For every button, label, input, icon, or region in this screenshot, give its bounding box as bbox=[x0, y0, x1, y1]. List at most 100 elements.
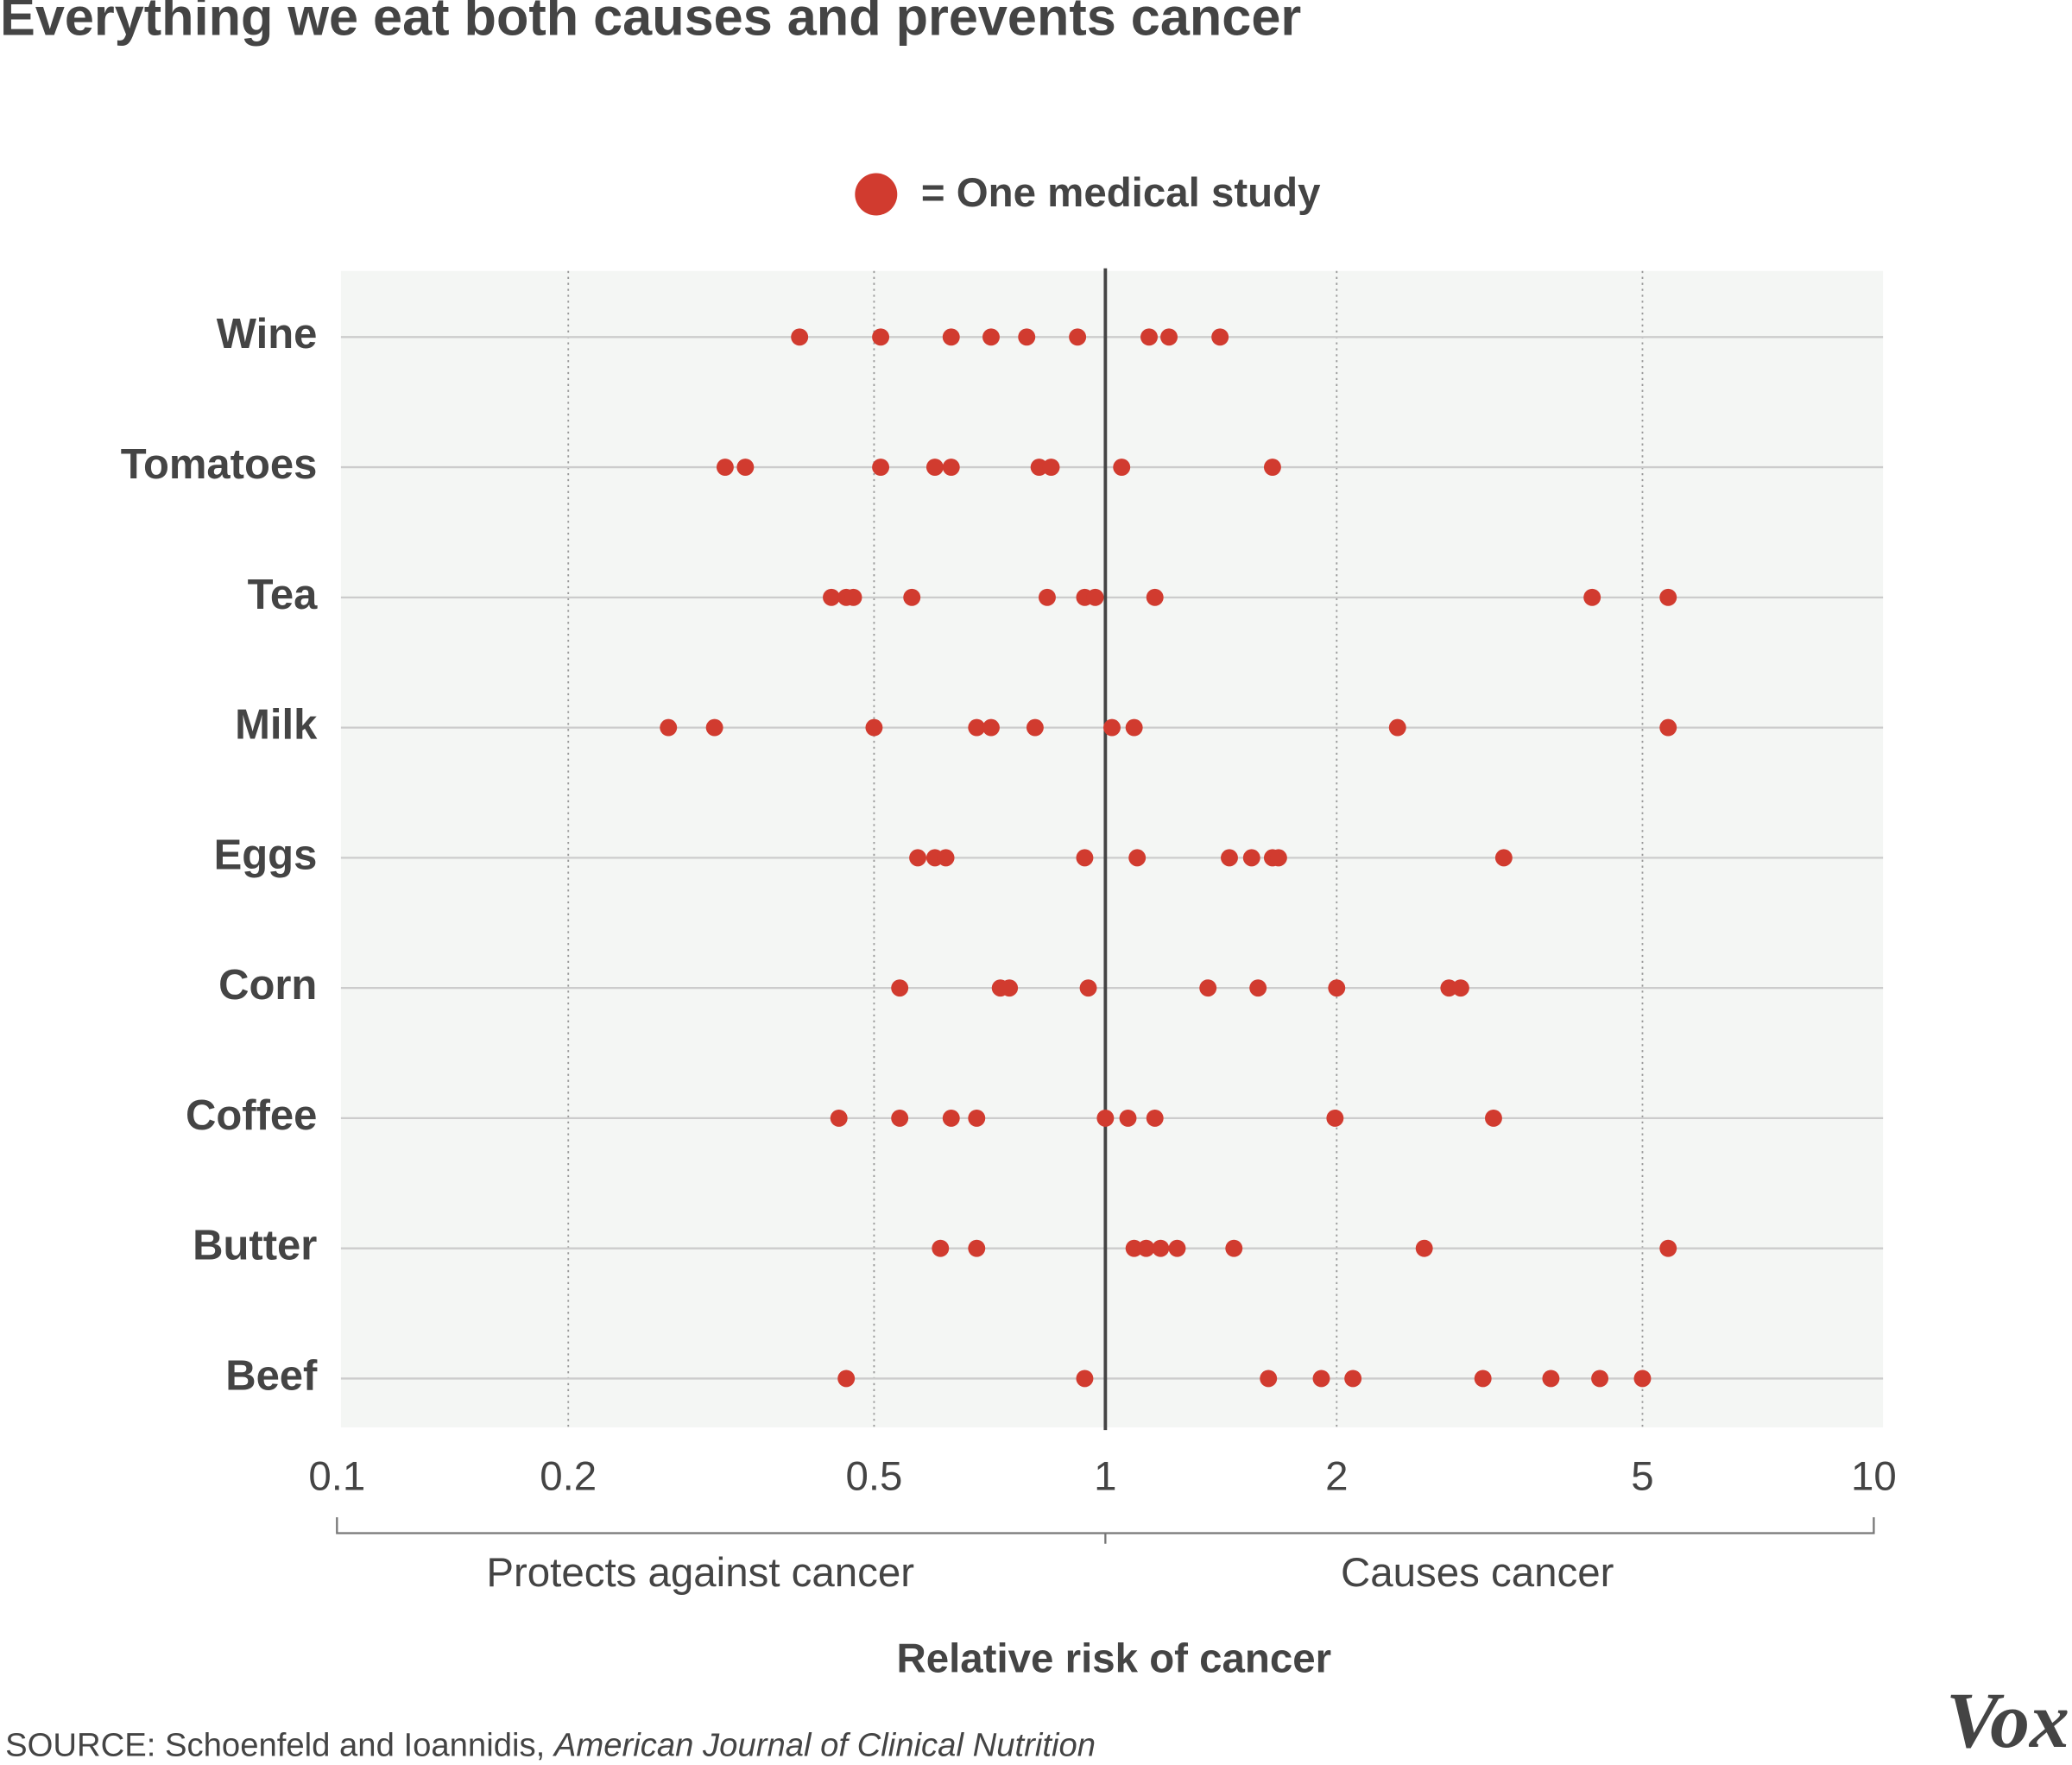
study-dot bbox=[1494, 849, 1513, 867]
study-dot bbox=[1415, 1239, 1433, 1257]
study-dot bbox=[968, 1239, 986, 1257]
x-tick-label: 0.5 bbox=[845, 1453, 902, 1499]
study-dot bbox=[1591, 1370, 1609, 1388]
study-dot bbox=[1103, 718, 1121, 737]
y-tick-label: Wine bbox=[217, 311, 318, 357]
study-dot bbox=[968, 718, 986, 737]
study-dot bbox=[1485, 1109, 1502, 1127]
x-tick-label: 1 bbox=[1094, 1453, 1116, 1499]
study-dot bbox=[942, 1109, 960, 1127]
x-axis-label: Relative risk of cancer bbox=[896, 1636, 1331, 1682]
study-dot bbox=[982, 718, 1000, 737]
study-dot bbox=[1211, 328, 1229, 346]
study-dot bbox=[1168, 1239, 1186, 1257]
study-dot bbox=[942, 328, 960, 346]
study-dot bbox=[1221, 849, 1238, 867]
study-dot bbox=[660, 718, 678, 737]
x-tick-label: 5 bbox=[1631, 1453, 1653, 1499]
study-dot bbox=[1026, 718, 1044, 737]
study-dot bbox=[716, 459, 734, 477]
study-dot bbox=[1076, 1370, 1094, 1388]
study-dot bbox=[1146, 1109, 1164, 1127]
study-dot bbox=[1146, 588, 1164, 606]
study-dot bbox=[1128, 849, 1147, 867]
study-dot bbox=[1039, 588, 1056, 606]
study-dot bbox=[1125, 718, 1143, 737]
study-dot bbox=[1069, 328, 1087, 346]
legend-swatch bbox=[855, 173, 898, 216]
y-tick-label: Tomatoes bbox=[121, 441, 318, 488]
legend-label: = One medical study bbox=[921, 170, 1321, 216]
study-dot bbox=[1542, 1370, 1560, 1388]
study-dot bbox=[1225, 1239, 1243, 1257]
study-dot bbox=[1018, 328, 1036, 346]
study-dot bbox=[791, 328, 809, 346]
study-dot bbox=[705, 718, 723, 737]
study-dot bbox=[903, 588, 921, 606]
study-dot bbox=[1451, 979, 1469, 997]
y-tick-label: Eggs bbox=[214, 832, 318, 878]
study-dot bbox=[1249, 979, 1267, 997]
y-tick-label: Beef bbox=[225, 1352, 318, 1399]
study-dot bbox=[1633, 1370, 1652, 1388]
study-dot bbox=[1583, 588, 1601, 606]
study-dot bbox=[872, 459, 890, 477]
annotation-right: Causes cancer bbox=[1341, 1550, 1614, 1596]
study-dot bbox=[1137, 1239, 1155, 1257]
study-dot bbox=[1659, 718, 1677, 737]
study-dot bbox=[865, 718, 883, 737]
y-tick-label: Tea bbox=[248, 572, 319, 618]
study-dot bbox=[937, 849, 955, 867]
study-dot bbox=[1125, 1239, 1143, 1257]
study-dot bbox=[932, 1239, 950, 1257]
x-tick-label: 10 bbox=[1851, 1453, 1897, 1499]
study-dot bbox=[968, 1109, 986, 1127]
range-bracket bbox=[336, 1517, 1875, 1544]
chart-title: Everything we eat both causes and preven… bbox=[0, 0, 1301, 47]
study-dot bbox=[844, 588, 862, 606]
study-dot bbox=[830, 1109, 848, 1127]
y-tick-label: Corn bbox=[218, 962, 317, 1009]
study-dot bbox=[982, 328, 1000, 346]
study-dot bbox=[1344, 1370, 1362, 1388]
study-dot bbox=[1659, 588, 1677, 606]
x-tick-label: 0.2 bbox=[540, 1453, 597, 1499]
study-dot bbox=[1263, 459, 1281, 477]
study-dot bbox=[1659, 1239, 1677, 1257]
y-tick-label: Butter bbox=[193, 1223, 317, 1269]
source: SOURCE: Schoenfeld and Ioannidis, Americ… bbox=[5, 1727, 1096, 1764]
x-tick-label: 2 bbox=[1325, 1453, 1348, 1499]
study-dot bbox=[1328, 979, 1346, 997]
study-dot bbox=[1086, 588, 1104, 606]
study-dot bbox=[823, 588, 840, 606]
study-dot bbox=[925, 459, 944, 477]
y-tick-label: Coffee bbox=[186, 1092, 317, 1139]
study-dot bbox=[1326, 1109, 1344, 1127]
study-dot bbox=[1199, 979, 1217, 997]
annotation-left: Protects against cancer bbox=[486, 1550, 914, 1596]
study-dot bbox=[1001, 979, 1019, 997]
plot-background bbox=[340, 270, 1884, 1428]
source-text: SOURCE: Schoenfeld and Ioannidis, bbox=[5, 1727, 545, 1764]
study-dot bbox=[891, 1109, 909, 1127]
source-journal: American Journal of Clinical Nutrition bbox=[553, 1727, 1096, 1764]
study-dot bbox=[1113, 459, 1131, 477]
study-dot bbox=[837, 1370, 856, 1388]
study-dot bbox=[1242, 849, 1260, 867]
study-dot bbox=[1260, 1370, 1278, 1388]
study-dot bbox=[1160, 328, 1178, 346]
study-dot bbox=[909, 849, 927, 867]
y-tick-label: Milk bbox=[235, 702, 318, 749]
study-dot bbox=[736, 459, 755, 477]
study-dot bbox=[1388, 718, 1406, 737]
study-dot bbox=[1152, 1239, 1170, 1257]
study-dot bbox=[1096, 1109, 1115, 1127]
x-tick-label: 0.1 bbox=[308, 1453, 365, 1499]
study-dot bbox=[1474, 1370, 1492, 1388]
logo: Vox bbox=[1946, 1676, 2069, 1764]
study-dot bbox=[942, 459, 960, 477]
study-dot bbox=[891, 979, 909, 997]
study-dot bbox=[1079, 979, 1097, 997]
study-dot bbox=[1312, 1370, 1330, 1388]
